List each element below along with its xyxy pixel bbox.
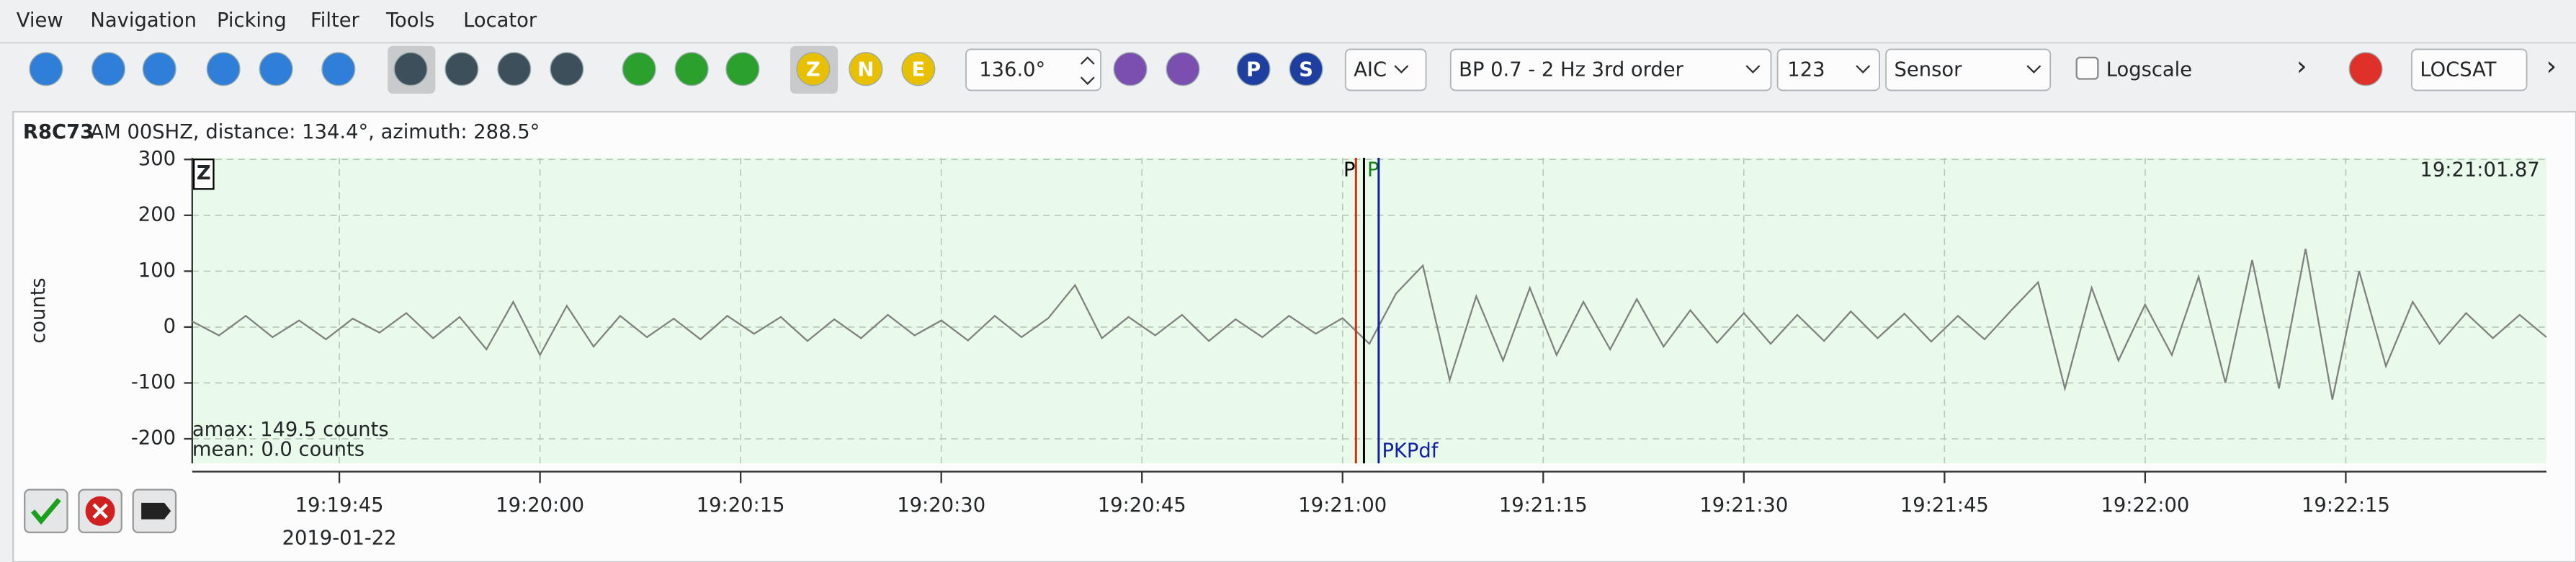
nav-end-button[interactable] xyxy=(259,52,293,86)
annotation: amax: 149.5 counts xyxy=(192,419,389,441)
x-tick-label: 19:20:15 xyxy=(697,494,785,517)
accept-button[interactable] xyxy=(24,489,68,534)
filter-number: 123 xyxy=(1787,59,1825,81)
tool-button[interactable] xyxy=(444,52,479,86)
tool-button[interactable] xyxy=(393,52,428,86)
component-label: Z xyxy=(197,162,211,184)
x-tick-label: 19:21:30 xyxy=(1699,494,1788,517)
x-tick-label: 19:22:00 xyxy=(2101,494,2189,517)
component-label: N xyxy=(857,59,874,81)
y-tick-label: -200 xyxy=(131,427,176,450)
station-info: AM 00SHZ, distance: 134.4°, azimuth: 288… xyxy=(90,121,540,143)
x-tick-label: 19:22:15 xyxy=(2302,494,2390,517)
x-tick-label: 19:21:00 xyxy=(1298,494,1387,517)
filter-value: BP 0.7 - 2 Hz 3rd order xyxy=(1459,59,1683,81)
rotate-button[interactable] xyxy=(1113,52,1148,86)
y-axis-label: counts xyxy=(27,277,50,343)
x-tick-label: 19:21:15 xyxy=(1499,494,1588,517)
x-tick-label: 19:21:45 xyxy=(1900,494,1989,517)
logscale-label: Logscale xyxy=(2106,59,2192,81)
component-button[interactable] xyxy=(849,52,883,86)
y-tick-label: -100 xyxy=(131,371,176,393)
tool-button[interactable] xyxy=(497,52,532,86)
more-button[interactable]: › xyxy=(2297,50,2307,81)
pick-button[interactable] xyxy=(674,52,709,86)
y-tick-label: 200 xyxy=(138,203,176,226)
mode-value: Sensor xyxy=(1895,59,1963,81)
y-tick-label: 100 xyxy=(138,259,176,282)
component-label: Z xyxy=(806,59,820,81)
filter-combo[interactable] xyxy=(1449,48,1772,92)
phase-button[interactable] xyxy=(1236,52,1271,86)
x-tick-label: 19:20:00 xyxy=(496,494,584,517)
locator-value: LOCSAT xyxy=(2420,59,2496,81)
menu-item[interactable]: Filter xyxy=(310,9,360,32)
overflow-button[interactable]: › xyxy=(2546,50,2557,81)
angle-spinbox[interactable] xyxy=(965,48,1101,92)
picker-value: AIC xyxy=(1354,59,1387,81)
locator-combo[interactable] xyxy=(2411,48,2528,92)
menu-item[interactable]: Picking xyxy=(217,9,287,32)
pick-label: P xyxy=(1343,159,1356,182)
phase-label: P xyxy=(1246,59,1261,81)
x-tick-label: 19:20:45 xyxy=(1098,494,1186,517)
combo-arrows xyxy=(1394,65,2518,73)
station-code: R8C73 xyxy=(23,121,94,143)
spin-arrows xyxy=(1080,56,1095,85)
menu-item[interactable]: Navigation xyxy=(90,9,197,32)
toolbar: Z N E 136.0° P S AIC BP 0.7 - 2 Hz 3rd o… xyxy=(29,45,2557,94)
time-label: 19:21:01.87 xyxy=(2420,159,2539,182)
angle-value: 136.0° xyxy=(979,59,1045,81)
component-label: E xyxy=(912,59,926,81)
date-label: 2019-01-22 xyxy=(282,527,397,550)
accept-icon xyxy=(30,498,61,525)
phase-button[interactable] xyxy=(1289,52,1323,86)
plot-area xyxy=(192,157,2546,464)
home-button[interactable] xyxy=(29,52,63,86)
y-tick-label: 0 xyxy=(164,315,176,337)
reject-x xyxy=(92,503,108,519)
y-tick-label: 300 xyxy=(138,148,176,170)
nav-up-button[interactable] xyxy=(142,52,176,86)
x-tick-label: 19:19:45 xyxy=(295,494,384,517)
pick-label: PKPdf xyxy=(1382,440,1439,463)
menu-item[interactable]: View xyxy=(17,9,63,32)
component-button[interactable] xyxy=(901,52,936,86)
trace xyxy=(192,249,2547,400)
menu-bar: View Navigation Picking Filter Tools Locator xyxy=(17,9,537,32)
logscale-checkbox[interactable] xyxy=(2075,56,2099,80)
phase-label: S xyxy=(1299,59,1313,81)
mode-combo[interactable] xyxy=(1885,48,2052,92)
close-icon xyxy=(141,502,171,519)
menu-item[interactable]: Locator xyxy=(463,9,537,32)
nav-down-button[interactable] xyxy=(91,52,126,86)
plot: -200 -100 0 100 200 300 19:19:45 19:20:00 19:20:… xyxy=(27,148,2547,550)
pick-button[interactable] xyxy=(622,52,656,86)
x-tick-label: 19:20:30 xyxy=(897,494,985,517)
nav-left-button[interactable] xyxy=(206,52,241,86)
menu-item[interactable]: Tools xyxy=(385,9,434,32)
component-button[interactable] xyxy=(796,52,831,86)
pick-button[interactable] xyxy=(725,52,760,86)
component-box xyxy=(192,159,215,190)
align-button[interactable] xyxy=(321,52,356,86)
annotation: mean: 0.0 counts xyxy=(192,438,365,460)
pick-label: P xyxy=(1367,159,1379,182)
rotate-button[interactable] xyxy=(1166,52,1200,86)
locate-button[interactable] xyxy=(2348,52,2383,86)
tool-button[interactable] xyxy=(550,52,584,86)
picker-combo[interactable] xyxy=(1344,48,1427,92)
filter-value-combo[interactable] xyxy=(1776,48,1880,92)
